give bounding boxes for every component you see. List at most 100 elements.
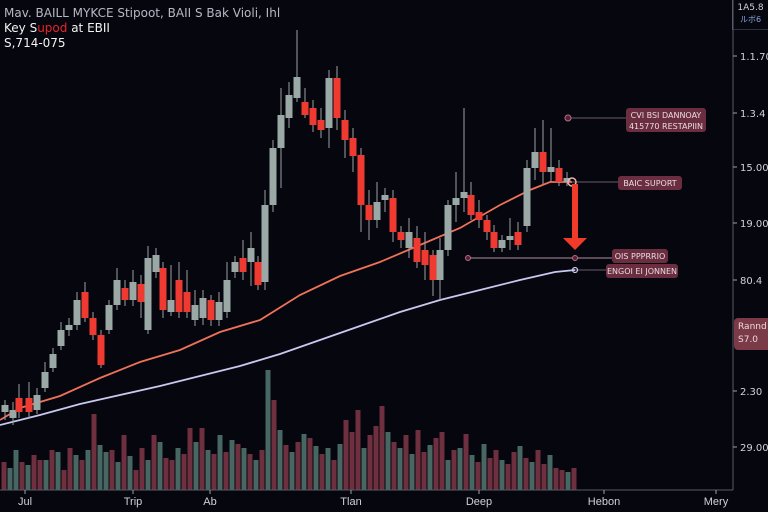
candle <box>175 262 183 318</box>
volume-bar <box>211 454 217 490</box>
down-arrow-icon <box>563 184 587 250</box>
volume-bar <box>67 448 73 490</box>
time-tick-label: Ab <box>203 496 216 508</box>
candle <box>231 256 239 278</box>
volume-bar <box>283 445 289 490</box>
support-annotation[interactable]: BAIC SUPORT <box>618 176 682 190</box>
candle <box>167 265 175 316</box>
volume-bar <box>493 450 499 490</box>
chart-header: Mav. BAILL MYKCE Stipoot, BAII S Bak Vio… <box>4 6 280 51</box>
volume-bar <box>223 452 229 490</box>
candle <box>285 82 293 128</box>
volume-bar <box>415 430 421 490</box>
volume-bar <box>313 446 319 490</box>
volume-bar <box>307 438 313 490</box>
volume-bar <box>253 460 259 490</box>
price-tick-label: 29.00 <box>740 443 768 454</box>
candle <box>159 262 167 318</box>
price-label: S,714-075 <box>4 36 66 50</box>
volume-bar <box>109 450 115 490</box>
volume-bar <box>385 432 391 490</box>
volume-bar <box>499 460 505 490</box>
volume-bar <box>205 450 211 490</box>
volume-bar <box>103 452 109 490</box>
candle <box>57 322 65 350</box>
resistance-annotation[interactable]: CVI BSI DANNOAY 415770 RESTAPIIN <box>626 108 706 132</box>
volume-bar <box>277 430 283 490</box>
candle <box>254 256 262 290</box>
volume-bar <box>481 444 487 490</box>
volume-bar <box>517 446 523 490</box>
volume-bar <box>151 435 157 490</box>
annotations: CVI BSI DANNOAY 415770 RESTAPIIN BAIC SUPO… <box>465 108 706 278</box>
candle <box>1 400 9 420</box>
candle <box>555 160 563 186</box>
moving-average-line <box>0 269 576 426</box>
chart-subtitle: Key Supod at EBII <box>4 21 110 35</box>
time-tick-label: Mery <box>704 496 729 508</box>
candle <box>373 182 381 228</box>
volume-bar <box>421 452 427 490</box>
volume-bar <box>229 440 235 490</box>
price-axis[interactable]: 1.1.70 1.3.4 15.00 19.00 80.4 2.30 29.00 <box>733 52 768 454</box>
volume-bar <box>31 455 37 490</box>
candle <box>97 330 105 368</box>
volume-bar <box>403 435 409 490</box>
volume-bar <box>13 450 19 490</box>
volume-bar <box>343 420 349 490</box>
volume-bar <box>427 445 433 490</box>
volume-bar <box>25 465 31 490</box>
volume-bar <box>439 432 445 490</box>
candle <box>293 30 301 102</box>
volume-bar <box>49 450 55 490</box>
level-annotation[interactable]: OIS PPPRRIO <box>612 249 668 263</box>
time-tick-label: Trip <box>124 496 143 508</box>
volume-bar <box>487 458 493 490</box>
candle <box>301 88 309 118</box>
volume-bar <box>91 414 97 490</box>
volume-bar <box>367 435 373 490</box>
volume-bar <box>73 455 79 490</box>
candle <box>405 218 413 258</box>
candle <box>81 282 89 322</box>
candle <box>144 246 152 334</box>
volume-bar <box>379 406 385 490</box>
price-tick-label: 19.00 <box>740 219 768 230</box>
candle <box>277 88 285 188</box>
volume-bar <box>259 450 265 490</box>
candle <box>15 384 23 418</box>
candle <box>317 108 325 138</box>
candle <box>73 292 81 330</box>
svg-text:BAIC SUPORT: BAIC SUPORT <box>623 179 676 188</box>
subtitle-highlight: upod <box>37 21 68 35</box>
candle <box>349 128 357 172</box>
price-tick-label: 1.1.70 <box>740 52 768 63</box>
chart-title: Mav. BAILL MYKCE Stipoot, BAII S Bak Vio… <box>4 6 281 20</box>
volume-bar <box>187 428 193 490</box>
volume-bar <box>121 435 127 490</box>
svg-text:OIS PPPRRIO: OIS PPPRRIO <box>615 252 666 261</box>
candle <box>113 268 121 310</box>
candle <box>483 215 491 240</box>
volume-bar <box>61 470 67 490</box>
time-tick-label: Jul <box>18 496 32 508</box>
candle <box>357 148 365 232</box>
ma-level-annotation[interactable]: ENGOI EI JONNEN <box>606 264 678 278</box>
volume-bar <box>139 448 145 490</box>
candle <box>41 362 49 392</box>
candle <box>429 250 437 296</box>
volume-bar <box>451 450 457 490</box>
candle <box>309 100 317 132</box>
volume-bar <box>79 460 85 490</box>
volume-bar <box>565 472 571 490</box>
volume-bar <box>337 444 343 490</box>
time-tick-label: Deep <box>466 496 492 508</box>
time-axis[interactable]: Jul Trip Ab Tlan Deep Hebon Mery <box>18 490 729 508</box>
candle <box>365 190 373 240</box>
volume-bar <box>235 444 241 490</box>
candle <box>65 318 73 336</box>
volume-bar <box>181 454 187 490</box>
candle <box>239 240 247 280</box>
volume-bar <box>115 462 121 490</box>
